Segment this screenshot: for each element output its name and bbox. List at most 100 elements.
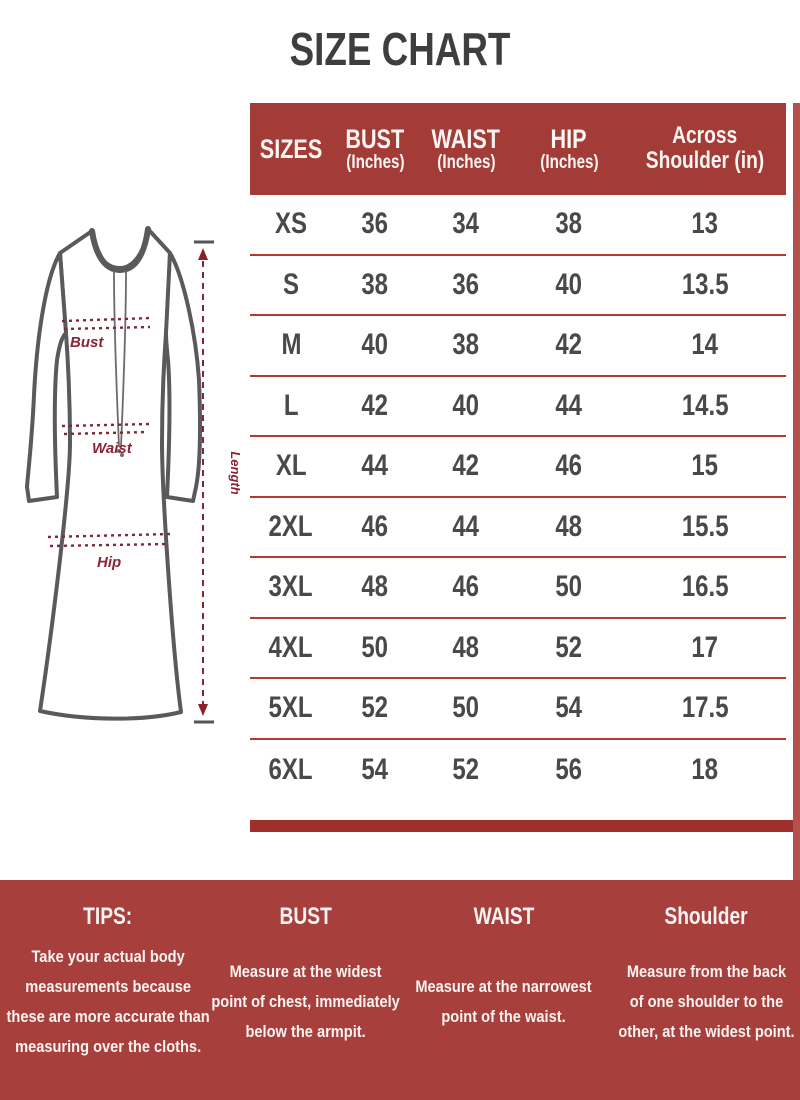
table-cell: 52 xyxy=(361,691,389,725)
table-cell: 38 xyxy=(361,267,389,301)
table-row: 6XL 54 52 56 18 xyxy=(250,740,786,801)
size-table-body: XS 36 34 38 13 S 38 36 40 13.5 M 40 38 42 14 L 42 40 44 14.… xyxy=(250,195,786,800)
garment-diagram: Bust Waist Hip Length xyxy=(25,226,240,724)
table-row: 4XL 50 48 52 17 xyxy=(250,619,786,679)
tips-text: Take your actual body measurements becau… xyxy=(6,947,210,1057)
table-cell: 40 xyxy=(555,267,583,301)
table-cell: 18 xyxy=(691,752,719,786)
table-cell: 54 xyxy=(361,752,389,786)
table-cell: 56 xyxy=(555,752,583,786)
banner-section-bust: BUST Measure at the widest point of ches… xyxy=(212,880,400,1100)
kurta-right-sleeve xyxy=(164,251,202,503)
page-title: SIZE CHART xyxy=(0,22,800,76)
table-cell: 38 xyxy=(452,328,480,362)
tie-tassel xyxy=(120,453,124,457)
banner-section-waist: WAIST Measure at the narrowest point of … xyxy=(396,880,612,1100)
header-waist: WAIST (Inches) xyxy=(431,124,501,174)
length-arrow-up-icon xyxy=(198,248,208,260)
header-bust: BUST (Inches) xyxy=(345,124,405,174)
table-cell: 48 xyxy=(452,630,480,664)
header-sizes: SIZES xyxy=(259,133,323,164)
bust-measure-line xyxy=(63,325,151,331)
length-label: Length xyxy=(228,451,240,494)
table-cell: 36 xyxy=(361,207,389,241)
table-cell: 13 xyxy=(691,207,719,241)
hip-measure-line xyxy=(49,542,169,548)
table-cell: 46 xyxy=(361,509,389,543)
table-cell: S xyxy=(282,267,299,301)
waist-label: Waist xyxy=(92,440,133,457)
header-hip: HIP (Inches) xyxy=(539,124,599,174)
waist-measure-line xyxy=(63,430,149,436)
table-cell: 3XL xyxy=(268,570,314,604)
waist-measure-line xyxy=(61,422,151,428)
table-cell: 40 xyxy=(452,388,480,422)
size-table-header: SIZES BUST (Inches) WAIST (Inches) HIP (… xyxy=(250,103,786,195)
tips-heading: TIPS: xyxy=(83,903,133,930)
table-cell: 44 xyxy=(452,509,480,543)
table-cell: 50 xyxy=(361,630,389,664)
length-arrow-down-icon xyxy=(198,704,208,716)
table-row: 5XL 52 50 54 17.5 xyxy=(250,679,786,740)
table-cell: L xyxy=(283,388,299,422)
page-title-text: SIZE CHART xyxy=(289,23,511,75)
table-cell: 48 xyxy=(555,509,583,543)
table-cell: 14 xyxy=(691,328,719,362)
table-cell: 50 xyxy=(555,570,583,604)
bust-label: Bust xyxy=(70,334,104,351)
bust-measure-line xyxy=(61,316,153,323)
table-cell: 46 xyxy=(452,570,480,604)
bust-text: Measure at the widest point of chest, im… xyxy=(211,962,401,1042)
table-bottom-bar xyxy=(250,820,800,832)
table-row: 2XL 46 44 48 15.5 xyxy=(250,498,786,558)
table-cell: 13.5 xyxy=(681,267,729,301)
table-cell: 14.5 xyxy=(681,388,729,422)
table-row: XS 36 34 38 13 xyxy=(250,195,786,256)
right-edge-strip xyxy=(793,103,800,880)
table-cell: 38 xyxy=(555,207,583,241)
kurta-tie-string xyxy=(113,270,120,448)
table-cell: 17.5 xyxy=(681,691,729,725)
table-cell: 17 xyxy=(691,630,719,664)
table-cell: 52 xyxy=(452,752,480,786)
table-cell: 15.5 xyxy=(681,509,729,543)
waist-text: Measure at the narrowest point of the wa… xyxy=(415,977,593,1027)
table-cell: 16.5 xyxy=(681,570,729,604)
table-cell: 48 xyxy=(361,570,389,604)
table-cell: 42 xyxy=(452,449,480,483)
header-across-shoulder: Across Shoulder (in) xyxy=(645,122,765,174)
table-cell: 42 xyxy=(555,328,583,362)
table-row: S 38 36 40 13.5 xyxy=(250,256,786,316)
table-cell: 4XL xyxy=(268,630,314,664)
table-row: XL 44 42 46 15 xyxy=(250,437,786,498)
tie-tassel xyxy=(117,449,121,453)
table-row: M 40 38 42 14 xyxy=(250,316,786,377)
table-cell: 34 xyxy=(452,207,480,241)
shoulder-heading: Shoulder xyxy=(664,903,748,930)
table-cell: 2XL xyxy=(268,509,314,543)
waist-heading: WAIST xyxy=(473,903,535,930)
kurta-neckline xyxy=(89,226,151,274)
kurta-left-sleeve xyxy=(25,251,68,503)
hip-label: Hip xyxy=(97,554,121,571)
kurta-body-outline xyxy=(38,227,183,721)
table-cell: 42 xyxy=(361,388,389,422)
banner-section-shoulder: Shoulder Measure from the back of one sh… xyxy=(612,880,800,1100)
shoulder-text: Measure from the back of one shoulder to… xyxy=(617,962,795,1042)
table-cell: XS xyxy=(274,207,308,241)
table-row: L 42 40 44 14.5 xyxy=(250,377,786,437)
kurta-tie-string xyxy=(120,270,127,448)
table-cell: 36 xyxy=(452,267,480,301)
table-cell: 46 xyxy=(555,449,583,483)
table-cell: 50 xyxy=(452,691,480,725)
table-cell: 40 xyxy=(361,328,389,362)
table-cell: 15 xyxy=(691,449,719,483)
table-row: 3XL 48 46 50 16.5 xyxy=(250,558,786,619)
table-cell: 52 xyxy=(555,630,583,664)
table-cell: 5XL xyxy=(268,691,314,725)
table-cell: 44 xyxy=(555,388,583,422)
table-cell: 6XL xyxy=(268,752,314,786)
table-cell: 54 xyxy=(555,691,583,725)
banner-section-tips: TIPS: Take your actual body measurements… xyxy=(0,880,216,1100)
